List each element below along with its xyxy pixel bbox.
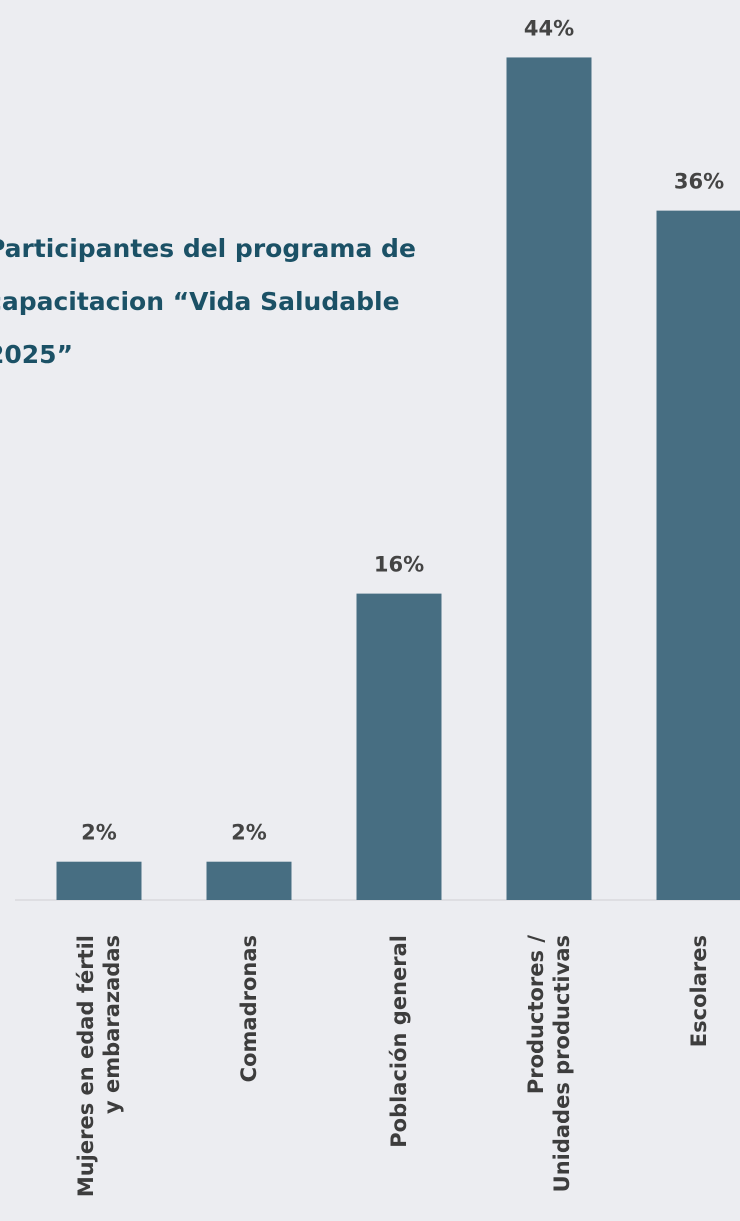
- chart-title: Participantes del programa de capacitaci…: [0, 234, 416, 369]
- bar: [656, 210, 740, 900]
- value-label: 2%: [81, 821, 117, 845]
- x-tick-label: Escolares: [687, 935, 711, 1047]
- x-tick-label: Comadronas: [237, 935, 261, 1082]
- value-label: 36%: [674, 170, 724, 194]
- value-label: 16%: [374, 553, 424, 577]
- bar: [56, 861, 142, 900]
- bar: [506, 57, 592, 901]
- bar: [206, 861, 292, 900]
- value-label: 2%: [231, 821, 267, 845]
- value-label: 44%: [524, 16, 574, 40]
- x-tick-label: Población general: [387, 935, 411, 1148]
- bar: [356, 593, 442, 900]
- x-tick-label: Productores /Unidades productivas: [524, 935, 574, 1193]
- x-tick-label: Mujeres en edad fértily embarazadas: [74, 935, 124, 1197]
